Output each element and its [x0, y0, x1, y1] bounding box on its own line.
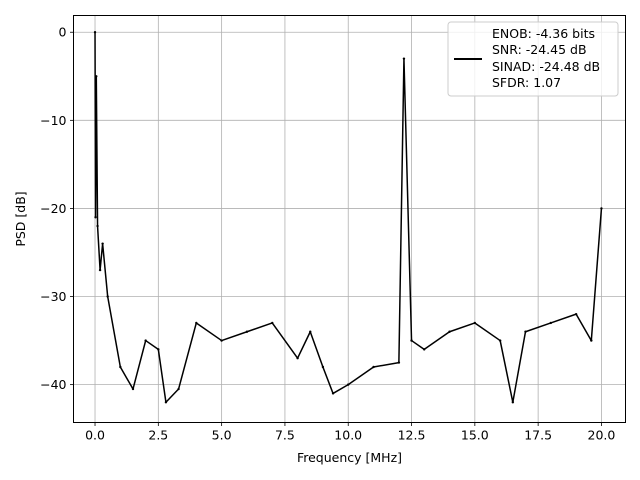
psd-data-point	[549, 321, 552, 325]
x-tick-label: 2.5	[148, 428, 168, 443]
psd-data-point	[245, 330, 249, 333]
x-tick-label: 17.5	[524, 428, 552, 443]
psd-data-point	[590, 339, 593, 342]
plot-area	[93, 31, 603, 404]
x-axis-label: Frequency [MHz]	[297, 450, 402, 465]
psd-data-point	[177, 387, 180, 391]
y-axis-label: PSD [dB]	[13, 191, 28, 246]
psd-data-point	[195, 321, 198, 325]
psd-data-point	[402, 57, 406, 60]
y-tick-label: −40	[40, 377, 66, 392]
x-tick-label: 15.0	[461, 428, 489, 443]
psd-series-line	[94, 32, 603, 403]
y-tick-label: −10	[40, 113, 66, 128]
x-tick-label: 7.5	[275, 428, 295, 443]
psd-data-point	[131, 387, 135, 391]
legend-box	[447, 21, 619, 97]
psd-data-point	[331, 392, 335, 395]
y-tick-label: −20	[40, 201, 66, 216]
psd-data-point	[524, 330, 527, 333]
psd-data-point	[220, 339, 223, 342]
psd-data-point	[119, 365, 122, 369]
legend: ENOB: -4.36 bits SNR: -24.45 dB SINAD: -…	[447, 21, 619, 97]
psd-data-point	[93, 31, 97, 34]
axes-frame	[73, 15, 626, 423]
psd-data-point	[448, 330, 451, 333]
psd-data-point	[347, 383, 350, 386]
psd-data-point	[164, 401, 168, 404]
psd-data-point	[296, 356, 299, 360]
psd-data-point	[321, 365, 325, 369]
psd-data-point	[600, 207, 603, 210]
y-tick-label: 0	[59, 25, 67, 40]
psd-data-point	[498, 339, 502, 342]
psd-data-point	[144, 339, 147, 342]
psd-data-point	[106, 295, 109, 298]
x-tick-label: 5.0	[212, 428, 232, 443]
psd-data-point	[98, 268, 102, 272]
psd-data-point	[574, 312, 578, 316]
legend-snr: SNR: -24.45 dB	[492, 42, 587, 57]
psd-data-point	[101, 242, 104, 245]
psd-data-point	[96, 224, 99, 228]
psd-data-point	[372, 365, 375, 369]
x-tick-label: 20.0	[588, 428, 616, 443]
psd-data-point	[410, 339, 413, 342]
psd-data-point	[309, 330, 312, 333]
psd-data-point	[271, 321, 274, 325]
psd-data-point	[423, 348, 426, 351]
psd-data-point	[511, 401, 515, 404]
legend-enob: ENOB: -4.36 bits	[492, 26, 595, 41]
x-tick-label: 10.0	[334, 428, 362, 443]
psd-data-point	[397, 361, 401, 364]
x-ticks: 0.0 2.5 5.0 7.5 10.0 12.5 15.0 17.5 20.0	[85, 422, 616, 443]
legend-sfdr: SFDR: 1.07	[492, 75, 561, 90]
y-tick-label: −30	[40, 289, 66, 304]
psd-data-point	[95, 75, 98, 78]
psd-data-point	[94, 216, 97, 219]
legend-sinad: SINAD: -24.48 dB	[492, 59, 600, 74]
y-ticks: 0 −10 −20 −30 −40	[40, 25, 74, 392]
psd-data-point	[473, 321, 477, 325]
x-tick-label: 0.0	[85, 428, 105, 443]
x-tick-label: 12.5	[398, 428, 426, 443]
psd-data-point	[157, 348, 160, 351]
